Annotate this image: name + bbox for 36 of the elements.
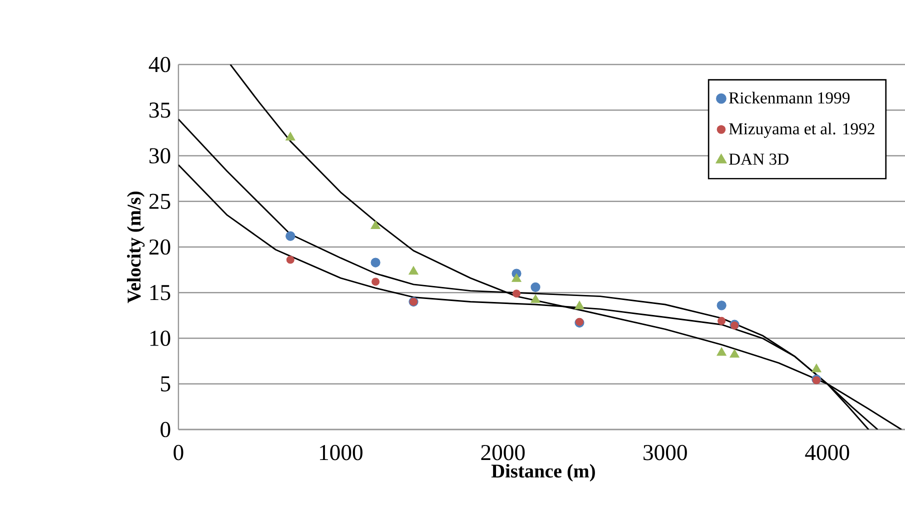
y-tick-label: 10 [150,330,170,346]
point [730,349,740,358]
point [372,278,380,286]
legend-label: DAN 3D [728,154,788,165]
point [285,132,296,140]
x-tick-label: 2000 [481,444,525,460]
point [370,220,380,229]
point [408,266,418,275]
x-tick-label: 3000 [644,444,687,460]
point [286,231,296,241]
x-tick-label: 1000 [320,444,362,460]
point [716,347,726,356]
point [512,290,521,298]
point [512,273,522,282]
x-tick-label: 0 [174,444,184,460]
y-tick-label: 35 [149,102,170,118]
point [530,294,540,303]
point [370,258,380,268]
x-tick-label: 4000 [805,444,850,460]
point [574,300,584,310]
point [812,364,822,372]
y-tick-label: 25 [149,194,170,210]
y-tick-label: 20 [149,239,170,255]
y-axis-title: Velocity (m/s) [126,192,145,304]
point [530,282,540,292]
y-tick-label: 40 [148,56,170,72]
y-tick-label: 15 [150,285,170,300]
point [716,300,726,310]
legend-label: Mizuyama et al. 1992 [728,122,874,138]
y-tick-label: 5 [161,376,170,392]
x-axis-title: Distance (m) [491,464,595,482]
y-tick-label: 0 [160,422,170,438]
y-tick-label: 30 [149,148,170,164]
point [718,316,726,325]
point [286,256,294,264]
legend-label: Rickenmann 1999 [728,92,850,104]
